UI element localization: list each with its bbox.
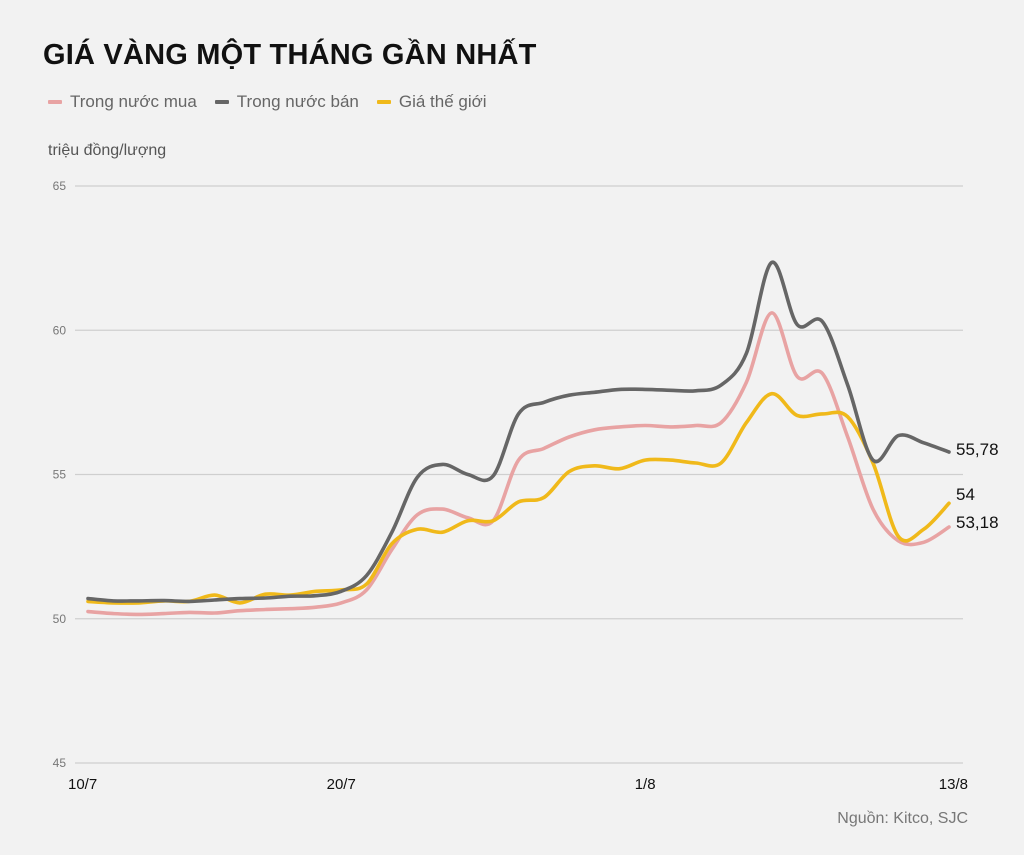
legend-label: Trong nước bán [236, 92, 359, 111]
chart-title: GIÁ VÀNG MỘT THÁNG GẦN NHẤT [43, 39, 537, 71]
x-axis-ticks: 10/7 20/7 1/8 13/8 [68, 776, 968, 793]
legend-item-mua: Trong nước mua [48, 92, 197, 112]
chart-legend: Trong nước mua Trong nước bán Giá thế gi… [48, 92, 487, 112]
series-end-labels: 53,18 54 55,78 [956, 440, 999, 532]
x-tick-label: 13/8 [939, 776, 968, 793]
legend-item-ban: Trong nước bán [214, 92, 359, 112]
series-lines [86, 260, 951, 617]
legend-label: Trong nước mua [70, 92, 197, 111]
gridlines [75, 185, 963, 764]
x-tick-label: 1/8 [635, 776, 656, 793]
y-tick-label: 45 [53, 756, 67, 770]
y-tick-label: 55 [53, 468, 67, 482]
legend-swatch-pink-icon [48, 100, 62, 104]
series-line-2 [86, 391, 951, 605]
legend-label: Giá thế giới [398, 92, 487, 111]
y-tick-label: 65 [53, 179, 67, 193]
x-tick-label: 10/7 [68, 776, 97, 793]
y-axis-ticks: 45 50 55 60 65 [53, 179, 67, 770]
legend-swatch-gray-icon [214, 100, 229, 104]
legend-item-the-gioi: Giá thế giới [376, 92, 487, 112]
series-end-label: 54 [956, 485, 975, 504]
series-line-1 [86, 260, 951, 604]
series-line-0 [86, 311, 951, 617]
legend-swatch-yellow-icon [376, 100, 391, 104]
series-end-label: 55,78 [956, 440, 999, 459]
x-tick-label: 20/7 [327, 776, 356, 793]
series-end-label: 53,18 [956, 513, 999, 532]
y-tick-label: 60 [53, 323, 67, 337]
y-axis-unit-label: triệu đồng/lượng [48, 142, 167, 159]
y-tick-label: 50 [53, 612, 67, 626]
source-credit: Nguồn: Kitco, SJC [837, 810, 968, 827]
